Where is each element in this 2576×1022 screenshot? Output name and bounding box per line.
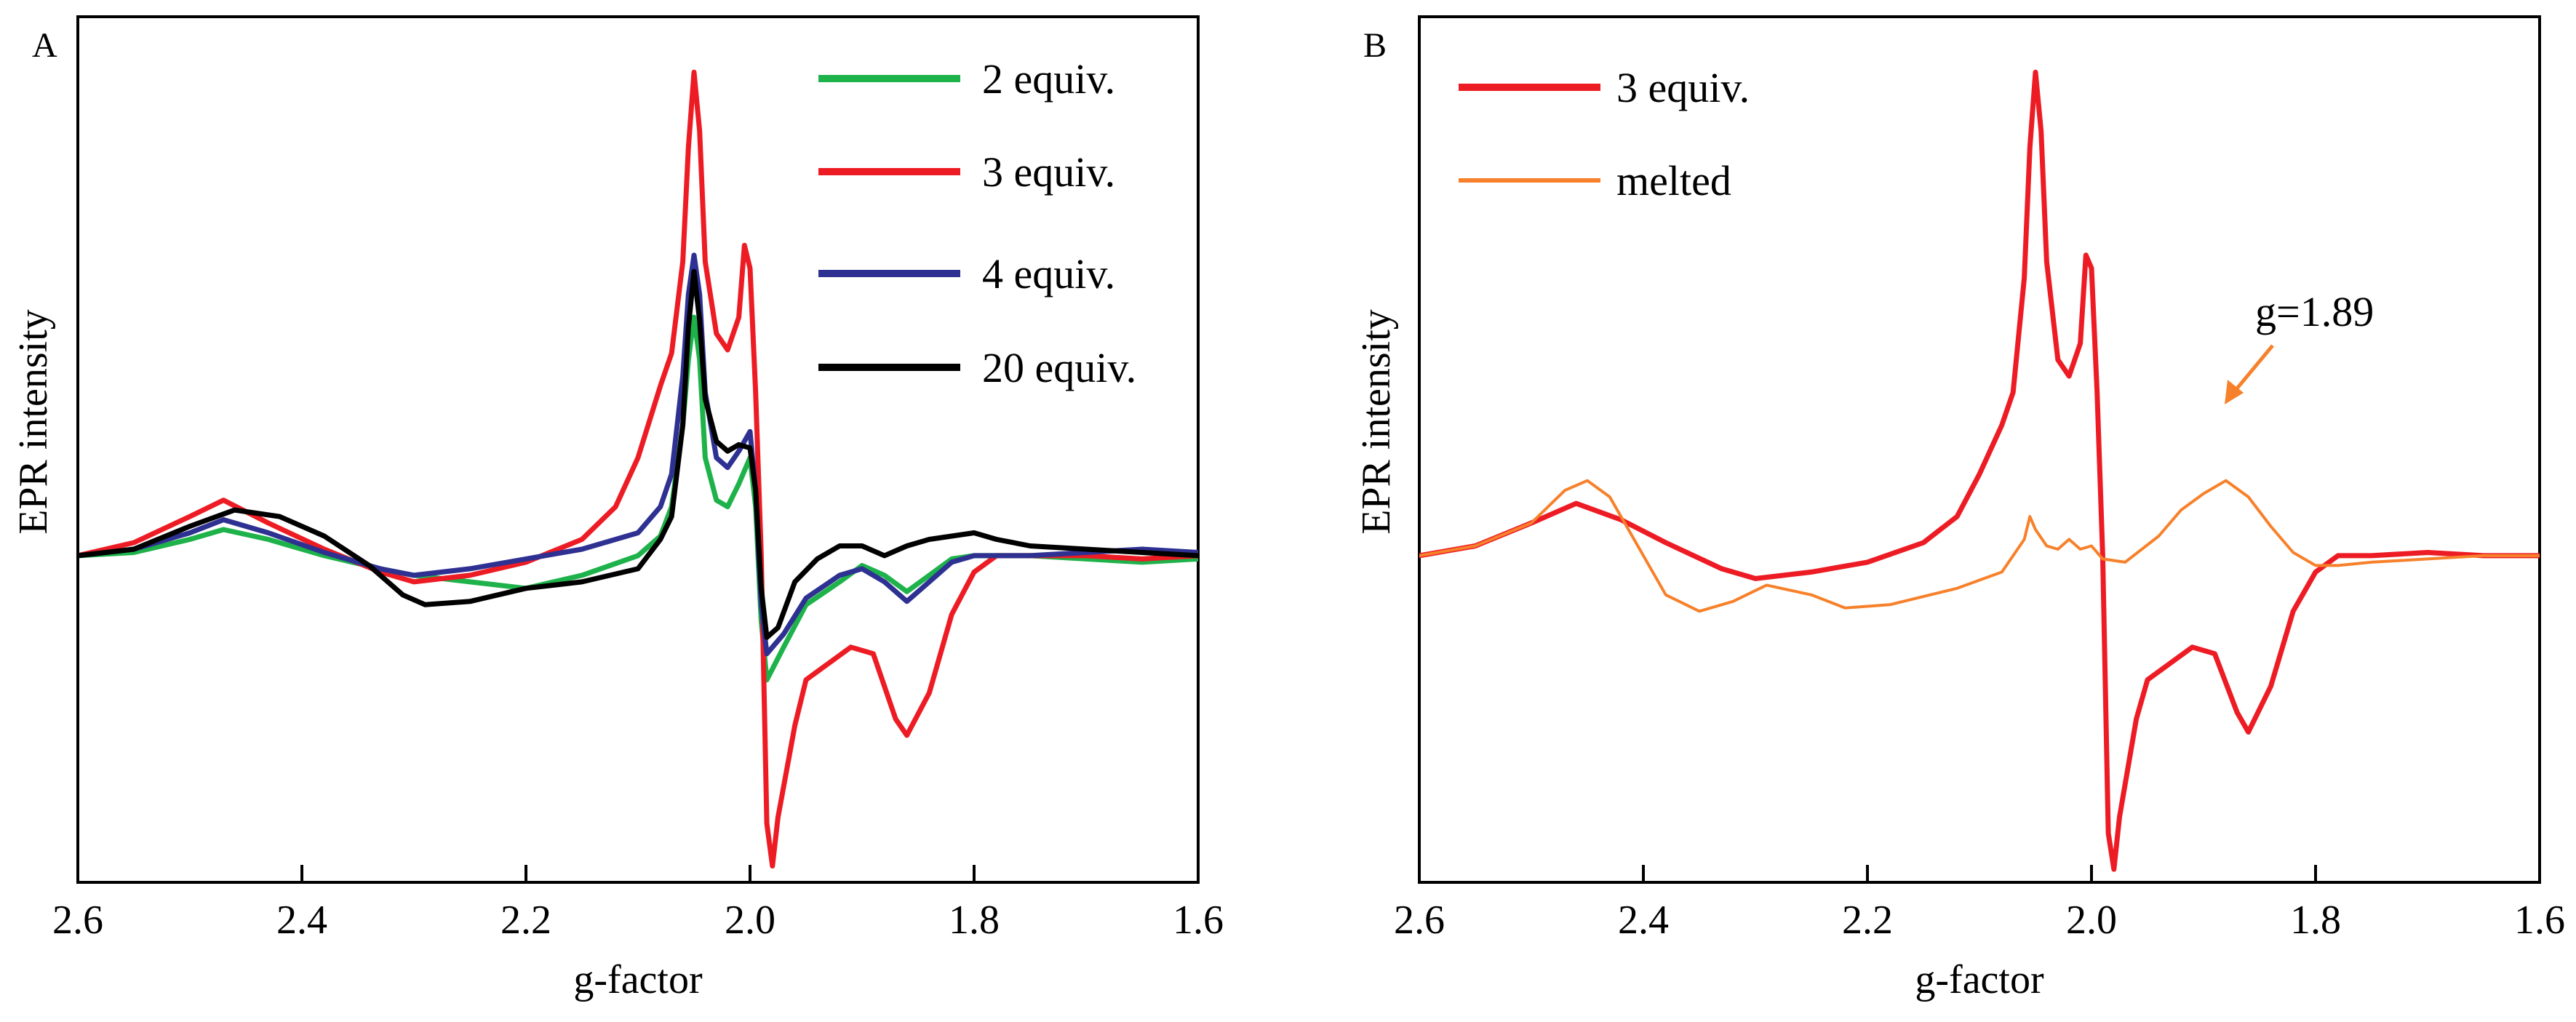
- panel-b-x-tick-label: 2.0: [2066, 898, 2117, 943]
- panel-a-legend: 2 equiv. 3 equiv. 4 equiv. 20 equiv.: [818, 55, 1136, 391]
- panel-a-x-ticks: 2.6 2.4 2.2 2.0 1.8 1.6: [52, 865, 1224, 943]
- legend-label-b-3-equiv: 3 equiv.: [1616, 64, 1750, 111]
- panel-a-x-tick-label: 1.8: [949, 898, 1000, 943]
- legend-entry-b-3-equiv: 3 equiv.: [1459, 64, 1750, 111]
- annotation-g-1-89-label: g=1.89: [2255, 288, 2374, 335]
- annotation-g-1-89: g=1.89: [2225, 288, 2374, 404]
- panel-a-series: [78, 69, 1198, 869]
- legend-entry-4-equiv: 4 equiv.: [818, 250, 1115, 298]
- annotation-arrow-head: [2225, 380, 2244, 404]
- legend-label-2-equiv: 2 equiv.: [982, 55, 1115, 103]
- panel-a-y-axis-title: EPR intensity: [11, 309, 56, 535]
- panel-a-x-axis-title: g-factor: [573, 957, 703, 1002]
- panel-a-x-tick-label: 2.6: [52, 898, 103, 943]
- panel-b-x-tick-label: 2.4: [1618, 898, 1669, 943]
- legend-entry-2-equiv: 2 equiv.: [818, 55, 1115, 103]
- legend-entry-melted: melted: [1459, 157, 1731, 204]
- panel-a-series-4-equiv: [78, 252, 1198, 657]
- panel-a-series-20-equiv: [78, 268, 1198, 640]
- panel-b-x-tick-label: 2.6: [1394, 898, 1445, 943]
- panel-a-x-tick-label: 1.6: [1173, 898, 1224, 943]
- panel-b-x-tick-label: 1.6: [2514, 898, 2565, 943]
- panel-b-x-tick-label: 1.8: [2290, 898, 2341, 943]
- panel-a: A 2.6 2.4 2.2 2.0 1.8 1.6 g-factor EPR intens…: [11, 15, 1224, 1002]
- panel-b: B 2.6 2.4 2.2 2.0 1.8 1.6 g-factor EPR intens…: [1354, 15, 2565, 1002]
- panel-b-y-axis-title: EPR intensity: [1354, 309, 1399, 535]
- legend-label-3-equiv: 3 equiv.: [982, 148, 1115, 196]
- panel-b-series-3-equiv: [1419, 69, 2540, 872]
- panel-b-series-melted: [1419, 479, 2540, 613]
- annotation-arrow-shaft: [2232, 344, 2274, 394]
- legend-label-melted: melted: [1616, 157, 1731, 204]
- panel-a-plot-frame: [76, 15, 1200, 884]
- panel-b-x-axis-title: g-factor: [1915, 957, 2044, 1002]
- panel-a-x-tick-label: 2.0: [725, 898, 775, 943]
- panel-a-x-tick-label: 2.4: [276, 898, 327, 943]
- panel-a-series-3-equiv: [78, 69, 1198, 869]
- legend-entry-20-equiv: 20 equiv.: [818, 344, 1136, 391]
- panel-a-letter: A: [32, 26, 57, 65]
- panel-b-x-tick-label: 2.2: [1842, 898, 1893, 943]
- legend-label-20-equiv: 20 equiv.: [982, 344, 1136, 391]
- panel-b-legend: 3 equiv. melted: [1459, 64, 1750, 204]
- legend-entry-3-equiv: 3 equiv.: [818, 148, 1115, 196]
- panel-b-plot-frame: [1418, 15, 2541, 884]
- panel-b-x-ticks: 2.6 2.4 2.2 2.0 1.8 1.6: [1394, 865, 2565, 943]
- legend-label-4-equiv: 4 equiv.: [982, 250, 1115, 298]
- panel-b-series: [1419, 69, 2540, 872]
- panel-a-x-tick-label: 2.2: [501, 898, 551, 943]
- panel-b-letter: B: [1363, 26, 1387, 65]
